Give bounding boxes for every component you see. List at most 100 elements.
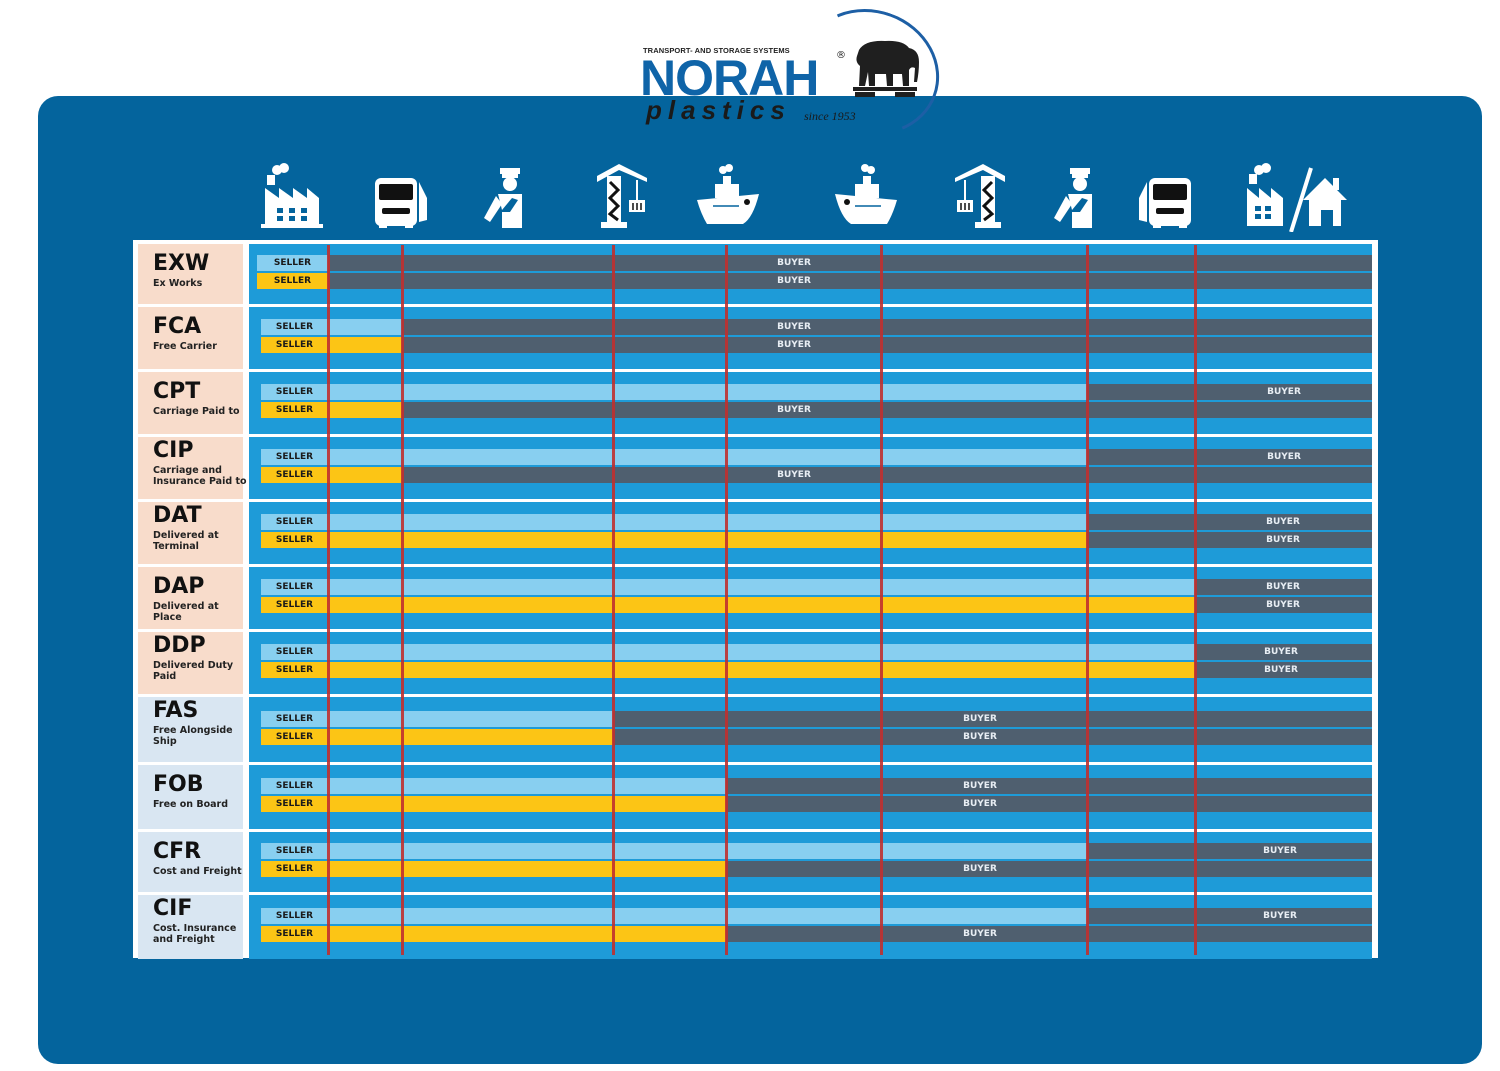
incoterm-row-cip: CIP Carriage and Insurance Paid to SELLER B… [133, 433, 1378, 501]
buyer-cost-bar-label: BUYER [1266, 582, 1300, 592]
seller-risk-bar [261, 337, 402, 353]
seller-risk-bar [261, 926, 726, 942]
seller-cost-label: SELLER [275, 846, 314, 856]
buyer-cost-bar-label: BUYER [777, 258, 811, 268]
buyer-risk-bar-label: BUYER [1266, 535, 1300, 545]
incoterm-code: DAT [153, 503, 202, 528]
port-crane-icon [589, 160, 659, 232]
seller-cost-label: SELLER [275, 911, 314, 921]
seller-cost-label: SELLER [275, 714, 314, 724]
responsibility-grid: SELLER BUYER SELLER BUYER [249, 437, 1372, 499]
seller-cost-label: SELLER [275, 322, 314, 332]
buyer-risk-bar: BUYER [613, 729, 1372, 745]
incoterm-label: DAP Delivered at Place [138, 567, 243, 629]
seller-cost-label: SELLER [273, 258, 312, 268]
buyer-risk-bar: BUYER [726, 861, 1372, 877]
buyer-risk-bar-label: BUYER [777, 276, 811, 286]
incoterms-table: EXW Ex Works SELLER BUYER SELLER BUYER FCA Free… [133, 240, 1378, 961]
buyer-cost-bar: BUYER [1087, 449, 1372, 465]
responsibility-grid: SELLER BUYER SELLER BUYER [249, 832, 1372, 892]
buyer-risk-bar-label: BUYER [777, 405, 811, 415]
incoterm-label: FAS Free Alongside Ship [138, 697, 243, 762]
buyer-cost-bar-label: BUYER [963, 781, 997, 791]
buyer-risk-bar: BUYER [328, 273, 1372, 289]
responsibility-grid: SELLER BUYER SELLER BUYER [249, 567, 1372, 629]
buyer-risk-bar-label: BUYER [777, 470, 811, 480]
incoterm-description: Delivered at Terminal [153, 530, 219, 552]
incoterm-row-cfr: CFR Cost and Freight SELLER BUYER SELLER BUYE… [133, 828, 1378, 894]
seller-risk-bar [261, 467, 402, 483]
buyer-cost-bar: BUYER [1195, 644, 1372, 660]
seller-cost-bar [261, 449, 1087, 465]
stage-divider-line [880, 245, 883, 955]
incoterm-label: FCA Free Carrier [138, 307, 243, 369]
customs-officer-icon [1042, 160, 1112, 232]
incoterm-description: Free on Board [153, 799, 229, 810]
stage-divider-line [725, 245, 728, 955]
incoterm-description: Delivered at Place [153, 601, 219, 623]
seller-risk-label: SELLER [275, 600, 314, 610]
buyer-cost-bar: BUYER [1087, 908, 1372, 924]
stage-divider-line [1086, 245, 1089, 955]
buyer-cost-bar-label: BUYER [1267, 452, 1301, 462]
ship-icon [831, 160, 901, 232]
incoterm-row-cif: CIF Cost. Insurance and Freight SELLER BUYE… [133, 891, 1378, 961]
seller-cost-label: SELLER [275, 517, 314, 527]
incoterm-code: CFR [153, 839, 202, 864]
buyer-risk-bar-label: BUYER [1264, 665, 1298, 675]
incoterm-label: DDP Delivered Duty Paid [138, 632, 243, 694]
buyer-risk-bar-label: BUYER [963, 864, 997, 874]
seller-cost-bar [261, 319, 402, 335]
seller-risk-label: SELLER [275, 929, 314, 939]
incoterm-code: DAP [153, 574, 205, 599]
seller-cost-label: SELLER [275, 387, 314, 397]
responsibility-grid: SELLER BUYER SELLER BUYER [249, 895, 1372, 959]
incoterm-code: DDP [153, 633, 206, 658]
seller-risk-bar [261, 729, 613, 745]
buyer-cost-bar: BUYER [1195, 579, 1372, 595]
norah-plastics-logo: TRANSPORT- AND STORAGE SYSTEMS NORAH ® p… [640, 0, 957, 155]
incoterm-label: CIP Carriage and Insurance Paid to [138, 437, 247, 499]
ship-icon [693, 160, 763, 232]
buyer-risk-bar: BUYER [402, 467, 1372, 483]
seller-cost-label: SELLER [275, 781, 314, 791]
responsibility-grid: SELLER BUYER SELLER BUYER [249, 502, 1372, 564]
seller-cost-bar [261, 908, 1087, 924]
buyer-cost-bar-label: BUYER [1266, 517, 1300, 527]
buyer-cost-bar: BUYER [726, 778, 1372, 794]
stage-divider-line [327, 245, 330, 955]
seller-cost-bar [261, 579, 1195, 595]
stage-divider-line [1194, 245, 1197, 955]
truck-icon [365, 160, 435, 232]
incoterm-code: CPT [153, 379, 201, 404]
buyer-cost-bar-label: BUYER [1267, 387, 1301, 397]
truck-icon [1131, 160, 1201, 232]
seller-risk-bar [261, 597, 1195, 613]
buyer-risk-bar: BUYER [1195, 662, 1372, 678]
transport-stage-icons [0, 160, 1500, 235]
customs-officer-icon [472, 160, 542, 232]
buyer-risk-bar-label: BUYER [1266, 600, 1300, 610]
incoterm-label: CFR Cost and Freight [138, 832, 243, 892]
incoterm-code: FCA [153, 314, 202, 339]
responsibility-grid: SELLER BUYER SELLER BUYER [249, 372, 1372, 434]
incoterm-description: Carriage and Insurance Paid to [153, 465, 247, 487]
seller-risk-label: SELLER [275, 405, 314, 415]
seller-cost-bar [261, 644, 1195, 660]
seller-risk-label: SELLER [273, 276, 312, 286]
buyer-cost-bar-label: BUYER [963, 714, 997, 724]
seller-risk-label: SELLER [275, 340, 314, 350]
incoterm-row-dat: DAT Delivered at Terminal SELLER BUYER SELLE… [133, 498, 1378, 566]
buyer-risk-bar-label: BUYER [963, 799, 997, 809]
incoterm-description: Cost and Freight [153, 866, 242, 877]
seller-risk-label: SELLER [275, 470, 314, 480]
incoterm-code: CIP [153, 438, 194, 463]
incoterm-description: Cost. Insurance and Freight [153, 923, 237, 945]
seller-cost-bar [261, 711, 613, 727]
seller-risk-bar [261, 662, 1195, 678]
buyer-cost-bar-label: BUYER [777, 322, 811, 332]
incoterm-code: FOB [153, 772, 204, 797]
incoterm-label: FOB Free on Board [138, 765, 243, 829]
incoterm-description: Free Carrier [153, 341, 217, 352]
factory-icon [257, 160, 327, 232]
